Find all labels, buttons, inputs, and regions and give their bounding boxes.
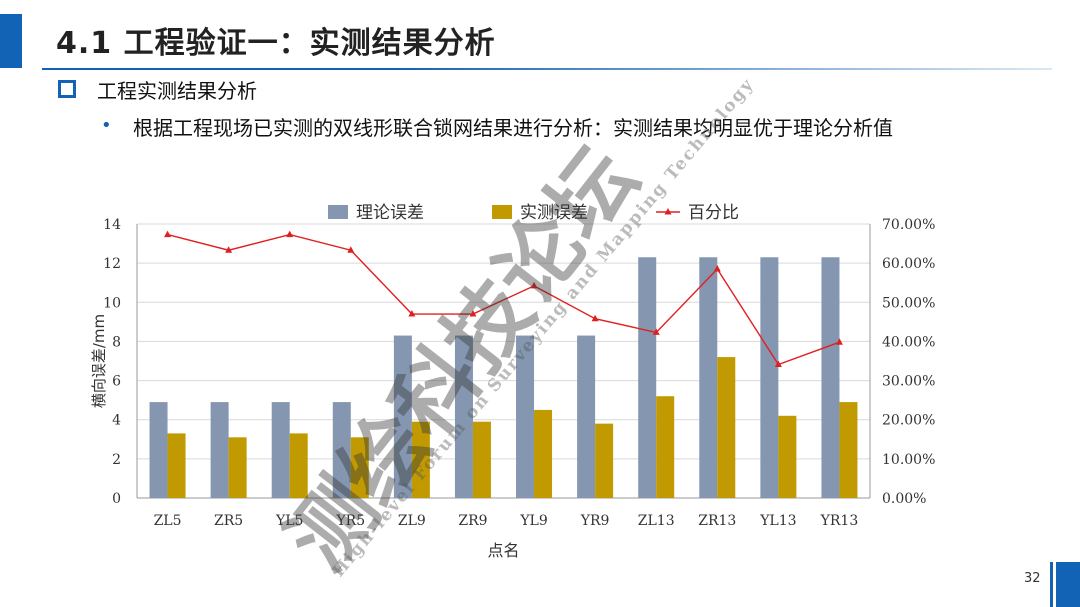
percent-marker [530,281,538,289]
y2-tick-label: 20.00% [882,413,935,429]
bar-measured [167,433,186,498]
bar-theory [332,402,351,498]
bullet-dot-icon: • [101,115,112,136]
section-title: 工程实测结果分析 [97,79,257,103]
x-tick-label: ZR5 [214,513,243,529]
corner-accent-bar [1056,562,1080,607]
bar-theory [699,257,718,498]
bullet-text: 根据工程现场已实测的双线形联合锁网结果进行分析：实测结果均明显优于理论分析值 [133,116,893,140]
legend-label: 理论误差 [356,203,424,223]
bar-measured [717,357,736,498]
bar-measured [656,396,675,498]
percent-marker [591,314,599,322]
bar-measured [778,415,797,498]
y2-tick-label: 10.00% [882,452,935,468]
legend-label: 百分比 [688,203,739,223]
x-tick-label: YL5 [275,513,303,529]
bar-measured [595,423,614,498]
legend-swatch-measured [492,205,512,219]
page-number: 32 [1024,571,1041,586]
corner-accent-thin [1050,562,1053,607]
x-tick-label: YL9 [519,513,547,529]
percent-marker [164,230,172,238]
y-tick-label: 10 [103,295,121,311]
y2-tick-label: 50.00% [882,295,935,311]
x-tick-label: YL13 [759,513,796,529]
percent-marker [286,230,294,238]
legend-marker-percent [664,208,672,215]
y2-tick-label: 0.00% [882,491,926,507]
page-title: 4.1 工程验证一：实测结果分析 [56,26,496,61]
bar-theory [821,257,840,498]
x-tick-label: ZR13 [698,513,736,529]
bar-theory [760,257,779,498]
bar-measured [289,433,308,498]
bar-theory [516,335,535,498]
x-axis-label: 点名 [487,541,519,560]
bar-theory [393,335,412,498]
bar-measured [350,437,369,498]
y-tick-label: 14 [103,217,121,233]
bar-theory [149,402,168,498]
percent-marker [408,310,416,317]
y-tick-label: 2 [112,452,121,468]
square-bullet-icon [58,80,76,98]
y-axis-label: 横向误差/mm [90,314,108,408]
legend-label: 实测误差 [520,203,588,223]
bar-theory [638,257,657,498]
y-tick-label: 6 [112,374,121,390]
x-tick-label: YR13 [820,513,859,529]
y2-tick-label: 70.00% [882,217,935,233]
y-tick-label: 8 [112,334,121,350]
percent-line [167,233,840,366]
bar-measured [228,437,247,498]
x-tick-label: YR9 [580,513,610,529]
y-tick-label: 0 [112,491,121,507]
title-divider [42,68,1052,70]
y2-tick-label: 60.00% [882,256,935,272]
percent-marker [713,265,721,272]
x-tick-label: ZL13 [638,513,675,529]
y2-tick-label: 30.00% [882,374,935,390]
x-tick-label: ZL9 [398,513,426,529]
bar-theory [454,335,473,498]
percent-marker [469,310,477,317]
x-tick-label: YR5 [335,513,365,529]
percent-marker [225,246,233,253]
percent-marker [347,246,355,253]
bar-theory [271,402,290,498]
percent-marker [774,360,782,368]
x-tick-label: ZL5 [154,513,182,529]
bar-measured [472,421,491,498]
percent-marker [652,328,660,335]
x-tick-label: ZR9 [458,513,487,529]
bar-measured [839,402,858,498]
y-tick-label: 12 [103,256,121,272]
y-tick-label: 4 [112,413,121,429]
bar-measured [534,409,553,498]
legend-swatch-theory [328,205,348,219]
left-accent-bar [0,14,22,68]
bar-theory [577,335,596,498]
percent-marker [835,338,843,345]
bar-theory [210,402,229,498]
bar-measured [411,421,430,498]
y2-tick-label: 40.00% [882,334,935,350]
